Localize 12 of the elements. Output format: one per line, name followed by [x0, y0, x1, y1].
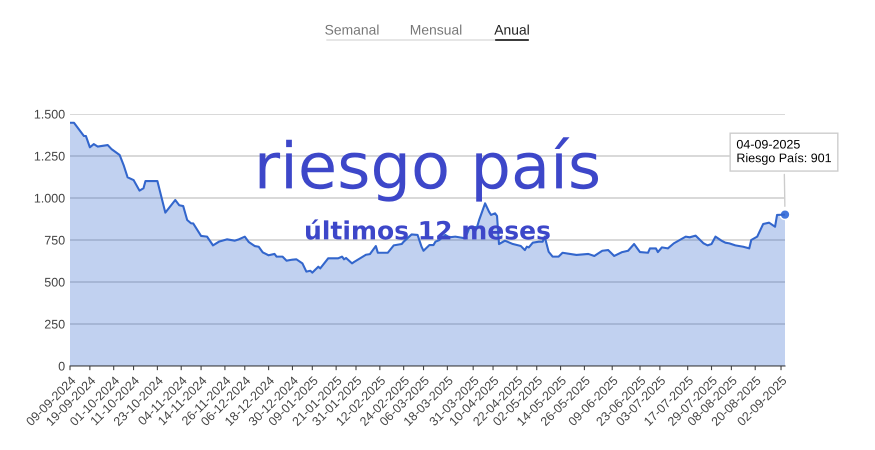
y-tick-label: 0 — [58, 362, 65, 371]
chart-title: riesgo país — [260, 137, 598, 202]
y-tick-label: 250 — [44, 320, 65, 329]
annotation: 04-09-2025 Riesgo País: 901 — [736, 140, 831, 165]
y-tick-label: 1.000 — [34, 194, 65, 203]
y-tick-label: 500 — [44, 278, 65, 287]
y-tick-label: 1.500 — [34, 110, 65, 119]
y-tick-label: 750 — [44, 236, 65, 245]
y-tick-label: 1.250 — [34, 152, 65, 161]
text: Mensual — [410, 24, 462, 35]
text: Semanal — [325, 24, 378, 35]
text: Anual — [494, 24, 529, 35]
